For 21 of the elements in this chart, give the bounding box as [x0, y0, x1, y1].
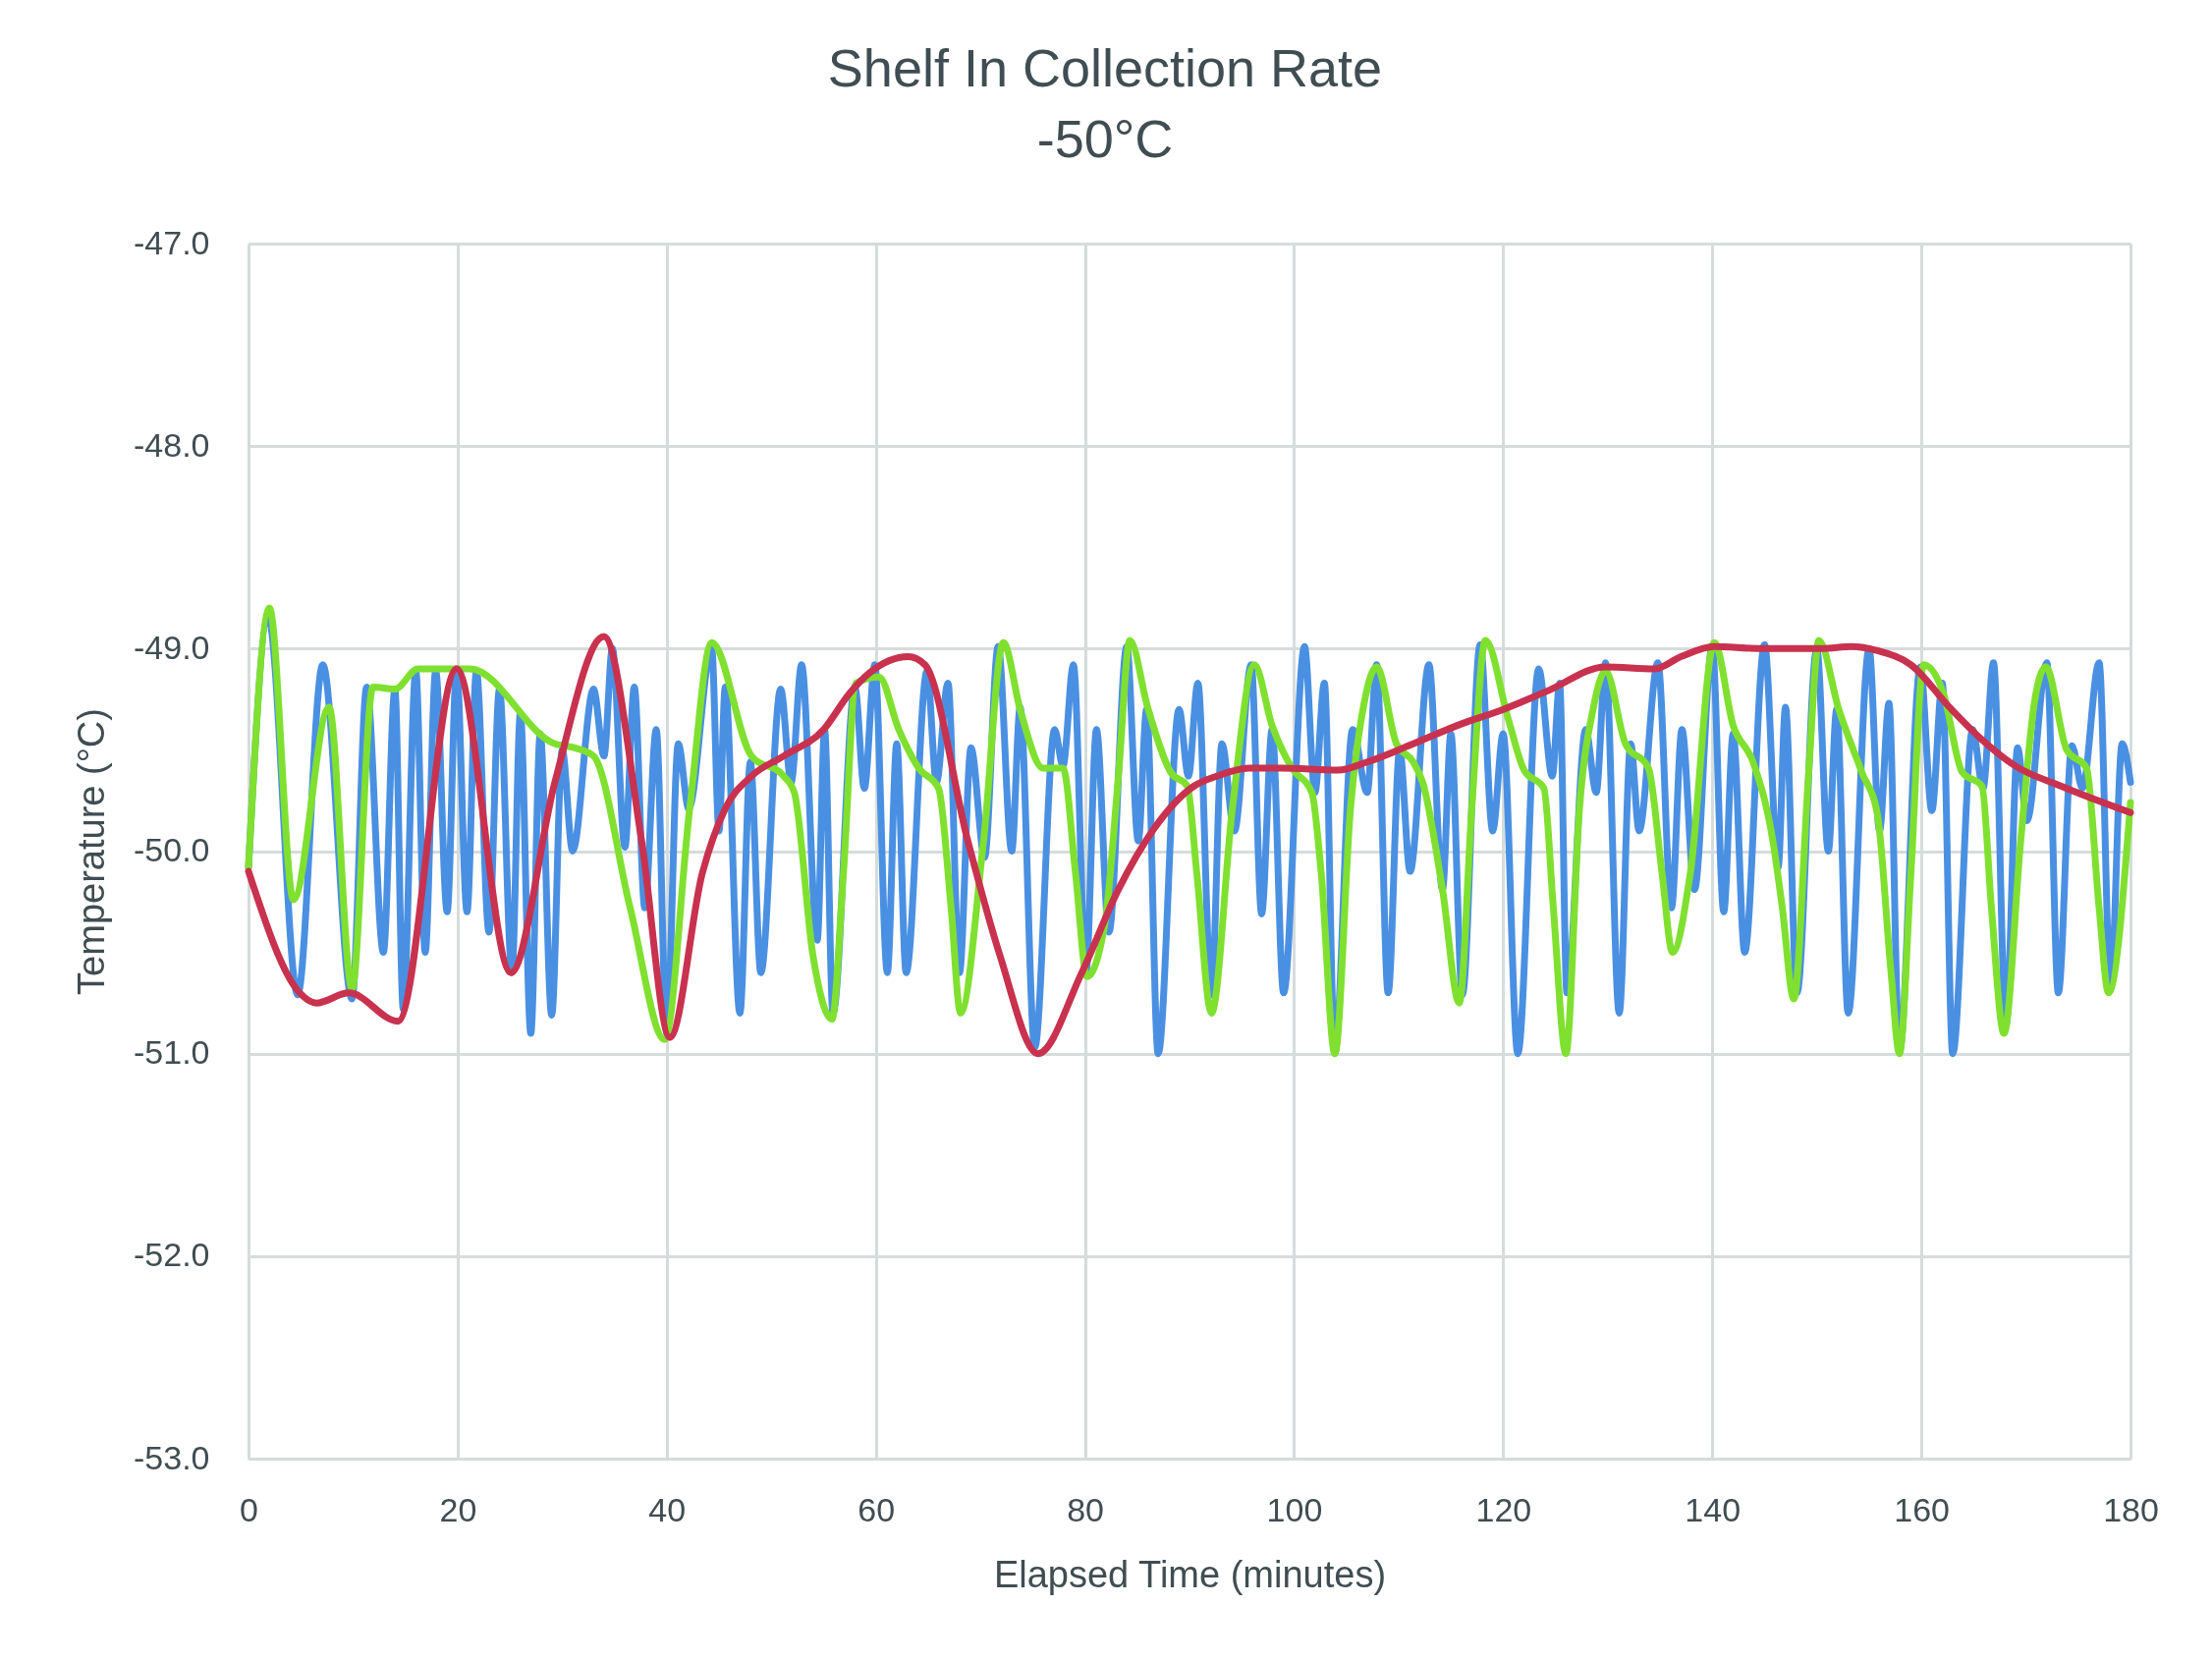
- x-tick-label: 120: [1475, 1490, 1532, 1528]
- y-tick-label: -51.0: [134, 1033, 210, 1072]
- x-tick-label: 40: [648, 1490, 687, 1528]
- y-tick-label: -48.0: [134, 425, 210, 464]
- x-tick-label: 140: [1685, 1490, 1742, 1528]
- y-tick-label: -50.0: [134, 831, 210, 868]
- y-tick-label: -53.0: [134, 1438, 210, 1476]
- chart-subtitle: -50°C: [1036, 109, 1174, 168]
- x-tick-label: 160: [1894, 1490, 1950, 1528]
- x-tick-label: 180: [2103, 1490, 2159, 1528]
- y-tick-label: -47.0: [134, 223, 210, 261]
- y-axis-title: Temperature (°C): [71, 708, 112, 995]
- x-tick-label: 0: [240, 1490, 258, 1528]
- x-tick-label: 100: [1266, 1490, 1323, 1528]
- chart-title: Shelf In Collection Rate: [827, 38, 1383, 97]
- x-tick-label: 60: [857, 1490, 896, 1528]
- y-tick-label: -49.0: [134, 628, 210, 666]
- x-tick-label: 20: [439, 1490, 477, 1528]
- x-tick-label: 80: [1067, 1490, 1104, 1528]
- x-axis-title: Elapsed Time (minutes): [993, 1553, 1387, 1595]
- y-tick-label: -52.0: [134, 1236, 210, 1274]
